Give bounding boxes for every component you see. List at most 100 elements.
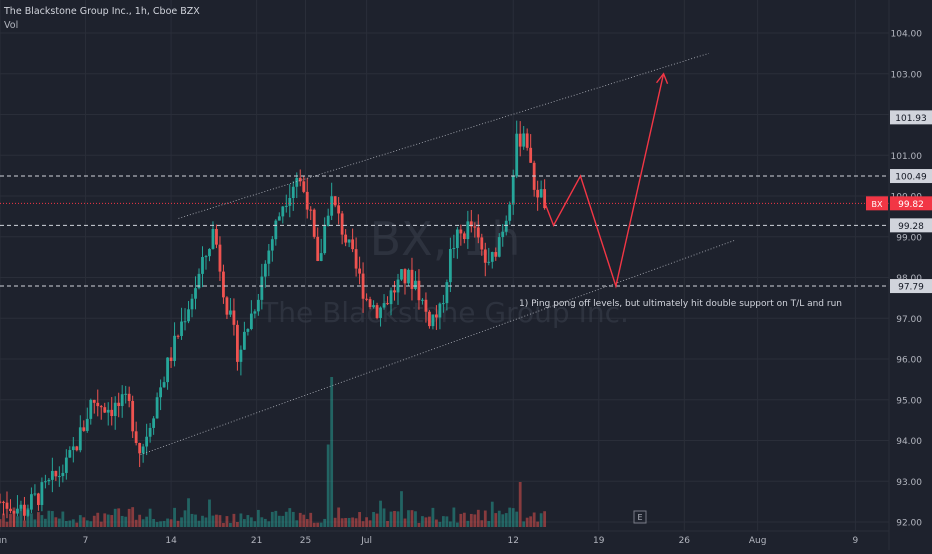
volume-bar [201, 515, 204, 527]
volume-bar [518, 482, 522, 527]
volume-bar [106, 514, 110, 527]
candle-body [462, 233, 466, 240]
y-tick-label: 99.00 [896, 233, 922, 243]
volume-bar [483, 510, 487, 527]
candle-body [277, 216, 281, 221]
candle-body [117, 402, 121, 407]
candle-body [263, 263, 267, 277]
candle-body [417, 280, 421, 301]
time-axis[interactable]: Jun 7 14 21 25 Jul 12 19 26 Aug 9 [0, 536, 859, 546]
candle-body [37, 493, 40, 505]
volume-bar [33, 519, 37, 527]
volume-bar [194, 514, 197, 527]
volume-bar [85, 520, 89, 527]
candle-body [421, 299, 424, 301]
candle-body [410, 269, 414, 289]
candle-body [138, 442, 142, 454]
candle-body [487, 261, 491, 263]
earnings-marker-box [633, 510, 647, 524]
x-tick-label: 7 [83, 536, 89, 546]
candle-body [162, 382, 166, 388]
candle-body [169, 357, 173, 361]
volume-bar [124, 516, 128, 527]
volume-bar [37, 512, 40, 527]
candle-body [50, 470, 54, 480]
candle-body [89, 399, 93, 419]
volume-bar [256, 509, 260, 527]
volume-bar [515, 511, 519, 527]
y-tick-label: 104.00 [891, 30, 923, 40]
earnings-marker[interactable]: E [633, 510, 647, 524]
volume-bar [229, 522, 232, 527]
candle-body [92, 399, 96, 403]
candle-body [504, 220, 508, 232]
volume-bar [452, 507, 456, 527]
candle-body [26, 509, 30, 516]
candle-body [428, 311, 431, 327]
volume-bar [536, 521, 540, 527]
candle-body [96, 402, 100, 407]
candle-body [249, 313, 253, 329]
candle-body [225, 297, 229, 315]
last-price-label: 99.82 [898, 200, 924, 210]
y-tick-label: 97.00 [896, 315, 922, 325]
candle-body [386, 303, 389, 305]
candle-body [106, 409, 110, 413]
volume-bar [288, 508, 292, 527]
volume-bar [302, 514, 306, 527]
candle-body [382, 303, 386, 308]
candle-body [326, 215, 330, 227]
candle-body [403, 269, 407, 284]
candle-body [141, 446, 145, 454]
volume-bar [344, 518, 348, 527]
symbol-title[interactable]: The Blackstone Group Inc., 1h, Cboe BZX [4, 6, 200, 17]
candle-body [124, 393, 128, 395]
candle-body [441, 303, 445, 305]
volume-label[interactable]: Vol [4, 20, 19, 31]
candle-body [267, 250, 271, 264]
candle-body [508, 204, 512, 221]
candle-body [43, 481, 47, 483]
volume-bar [525, 517, 529, 527]
candle-body [435, 314, 438, 318]
candle-body [333, 196, 337, 206]
candle-body [414, 280, 417, 289]
volume-bar [421, 516, 424, 527]
volume-bar [40, 515, 44, 527]
volume-bar [414, 511, 417, 527]
y-tick-label: 94.00 [896, 437, 922, 447]
price-axis[interactable]: 92.00 93.00 94.00 95.00 96.00 97.00 98.00 99.00… [891, 30, 923, 529]
volume-bar [476, 509, 480, 527]
volume-bar [239, 513, 243, 527]
volume-bar [61, 511, 65, 527]
level-label: 97.79 [898, 283, 924, 293]
candle-body [127, 393, 131, 401]
volume-bar [291, 511, 295, 527]
volume-bar [382, 508, 386, 527]
volume-bar [372, 512, 375, 527]
x-tick-label: 25 [300, 536, 311, 546]
volume-bar [187, 498, 190, 527]
volume-bar [497, 510, 501, 527]
candle-body [511, 176, 515, 205]
volume-bar [246, 515, 250, 527]
volume-bar [253, 521, 257, 527]
volume-bar [169, 519, 173, 527]
candle-body [452, 248, 456, 250]
volume-bar [330, 377, 334, 527]
candle-body [539, 189, 543, 198]
volume-bar [543, 511, 547, 527]
volume-bar [204, 517, 208, 527]
candle-body [525, 133, 529, 148]
candle-body [396, 279, 400, 293]
candle-body [351, 239, 355, 250]
candle-body [134, 431, 138, 443]
volume-bar [319, 522, 323, 527]
volume-bar [19, 507, 23, 527]
volume-bar [57, 518, 61, 527]
candle-body [204, 256, 208, 258]
volume-bar [312, 522, 316, 527]
candle-body [260, 276, 264, 300]
